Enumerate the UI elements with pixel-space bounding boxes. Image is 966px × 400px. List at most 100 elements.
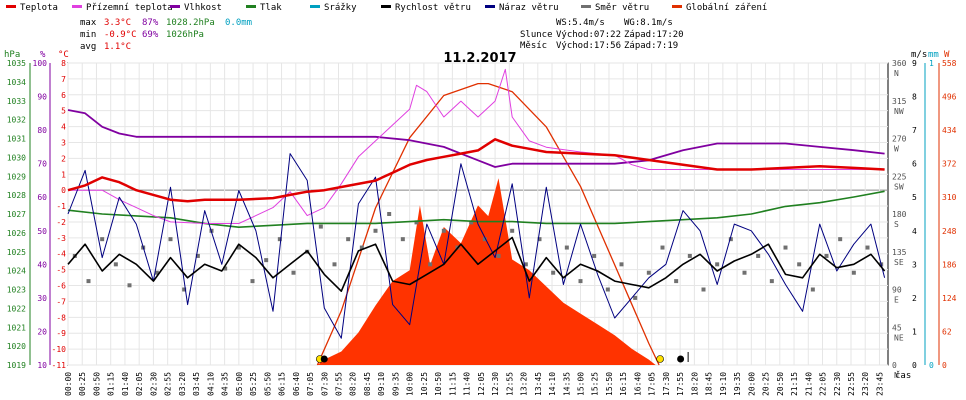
tick-temperature: -1 bbox=[56, 202, 66, 211]
legend-item: Globální záření bbox=[686, 3, 767, 13]
wind-direction-point bbox=[510, 228, 515, 233]
tick-direction-letter: NE bbox=[894, 333, 904, 342]
wind-direction-point bbox=[633, 295, 638, 300]
x-tick-label: 09:35 bbox=[391, 372, 400, 396]
tick-humidity: 60 bbox=[37, 193, 47, 202]
tick-pressure: 1025 bbox=[7, 248, 26, 257]
tick-wind: 0 bbox=[912, 361, 917, 370]
tick-pressure: 1024 bbox=[7, 267, 26, 276]
stats-max-temp: 3.3°C bbox=[104, 18, 131, 28]
wind-direction-point bbox=[100, 237, 105, 242]
x-tick-label: 00:25 bbox=[78, 372, 87, 396]
legend-swatch bbox=[672, 5, 682, 8]
tick-pressure: 1021 bbox=[7, 323, 26, 332]
tick-pressure: 1029 bbox=[7, 172, 26, 181]
unit-celsius: °C bbox=[58, 50, 69, 60]
tick-radiation: 558 bbox=[942, 59, 957, 68]
x-tick-label: 00:50 bbox=[92, 372, 101, 396]
wind-direction-point bbox=[223, 266, 228, 271]
tick-radiation: 434 bbox=[942, 126, 957, 135]
tick-direction-letter: SE bbox=[894, 258, 904, 267]
tick-radiation: 372 bbox=[942, 160, 957, 169]
tick-temperature: 3 bbox=[61, 138, 66, 147]
x-tick-label: 16:15 bbox=[619, 372, 628, 396]
tick-radiation: 310 bbox=[942, 193, 957, 202]
wind-direction-point bbox=[605, 287, 610, 292]
moonset-icon bbox=[320, 355, 328, 363]
wind-direction-point bbox=[168, 237, 173, 242]
tick-pressure: 1030 bbox=[7, 153, 26, 162]
legend-item: Rychlost větru bbox=[395, 3, 471, 13]
wind-direction-point bbox=[728, 237, 733, 242]
tick-wind: 4 bbox=[912, 227, 917, 236]
tick-pressure: 1031 bbox=[7, 135, 26, 144]
tick-direction: 135 bbox=[892, 248, 907, 257]
stats-block: max 3.3°C 87% 1028.2hPa 0.0mm min -0.9°C… bbox=[80, 18, 252, 52]
wind-direction-point bbox=[701, 287, 706, 292]
tick-pressure: 1023 bbox=[7, 286, 26, 295]
wind-direction-point bbox=[592, 253, 597, 258]
x-tick-label: 01:15 bbox=[107, 372, 116, 396]
wind-direction-point bbox=[387, 212, 392, 216]
x-tick-label: 07:55 bbox=[334, 372, 343, 396]
sun-moon-markers bbox=[316, 352, 689, 363]
wind-direction-point bbox=[291, 270, 296, 275]
x-tick-label: 06:15 bbox=[278, 372, 287, 396]
x-tick-label: 07:05 bbox=[306, 372, 315, 396]
tick-direction: 360 bbox=[892, 59, 907, 68]
legend-item: Náraz větru bbox=[499, 3, 559, 13]
legend-item: Teplota bbox=[20, 3, 58, 13]
tick-direction: 180 bbox=[892, 210, 907, 219]
tick-wind: 7 bbox=[912, 126, 917, 135]
tick-rain: 0 bbox=[929, 361, 934, 370]
tick-direction-letter: SW bbox=[894, 182, 904, 191]
tick-temperature: -2 bbox=[56, 218, 66, 227]
legend-swatch bbox=[6, 5, 16, 8]
x-tick-label: 17:55 bbox=[676, 372, 685, 396]
tick-wind: 6 bbox=[912, 160, 917, 169]
tick-pressure: 1032 bbox=[7, 116, 26, 125]
wind-direction-point bbox=[373, 228, 378, 233]
tick-humidity: 70 bbox=[37, 160, 47, 169]
grid bbox=[67, 62, 889, 366]
tick-direction: 225 bbox=[892, 172, 907, 181]
x-tick-label: 05:25 bbox=[249, 372, 258, 396]
x-tick-label: 00:00 bbox=[64, 372, 73, 396]
legend-swatch bbox=[170, 5, 180, 8]
tick-wind: 9 bbox=[912, 59, 917, 68]
tick-direction: 90 bbox=[892, 286, 902, 295]
wind-direction-point bbox=[277, 237, 282, 242]
tick-wind: 1 bbox=[912, 327, 917, 336]
tick-temperature: 5 bbox=[61, 107, 66, 116]
legend-swatch bbox=[72, 5, 82, 8]
wind-direction-point bbox=[113, 262, 118, 267]
x-tick-label: 14:35 bbox=[562, 372, 571, 396]
x-tick-label: 13:45 bbox=[534, 372, 543, 396]
stats-max-label: max bbox=[80, 18, 97, 28]
x-tick-label: 02:55 bbox=[164, 372, 173, 396]
series-clear-sky-radiation bbox=[316, 82, 660, 366]
wind-direction-point bbox=[154, 270, 159, 275]
wind-direction-point bbox=[346, 237, 351, 242]
tick-direction: 270 bbox=[892, 135, 907, 144]
tick-temperature: 4 bbox=[61, 123, 66, 132]
tick-humidity: 20 bbox=[37, 327, 47, 336]
sunset-icon bbox=[656, 355, 664, 363]
axes: 1035103410331032103110301029102810271026… bbox=[7, 59, 957, 396]
wind-direction-point bbox=[86, 279, 91, 284]
tick-direction-letter: NW bbox=[894, 107, 904, 116]
wind-direction-point bbox=[797, 262, 802, 267]
x-tick-label: 23:45 bbox=[875, 372, 884, 396]
x-tick-label: 04:35 bbox=[221, 372, 230, 396]
unit-time: čas bbox=[895, 370, 911, 381]
series-rychlost-vetru bbox=[67, 236, 886, 292]
series-prizemni-teplota bbox=[68, 68, 885, 224]
stats-min-press: 1026hPa bbox=[166, 30, 204, 40]
legend-item: Směr větru bbox=[595, 3, 649, 13]
tick-temperature: 2 bbox=[61, 154, 66, 163]
astro-block: WS:5.4m/s WG:8.1m/s Slunce Východ:07:22 … bbox=[520, 18, 684, 51]
wind-direction-point bbox=[660, 245, 665, 250]
x-tick-label: 18:45 bbox=[705, 372, 714, 396]
tick-pressure: 1034 bbox=[7, 78, 26, 87]
